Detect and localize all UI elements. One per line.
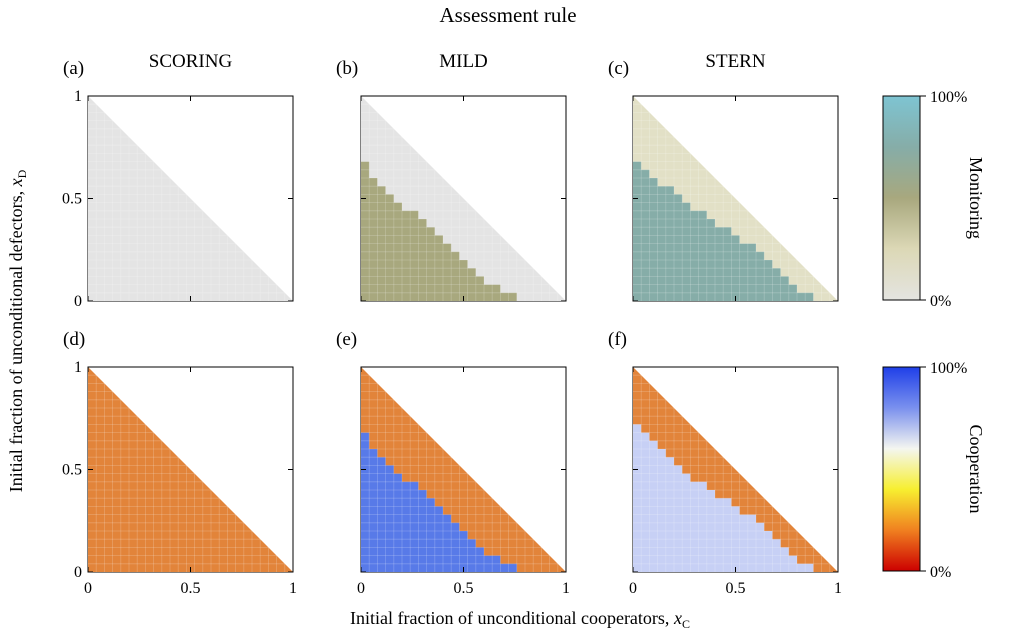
panel-1: (b) MILD xyxy=(336,51,567,302)
panel-label: (a) xyxy=(63,58,84,79)
panel-4: 0 0.5 1 (e) xyxy=(336,329,570,597)
colorbar-bottom-label: 0% xyxy=(930,293,951,310)
y-axis-label: Initial fraction of unconditional defect… xyxy=(6,169,29,492)
colorbar-top-label: 100% xyxy=(930,360,967,377)
y-tick-label: 0 xyxy=(74,564,82,581)
y-tick-label: 0.5 xyxy=(62,462,82,479)
region-outer xyxy=(88,96,293,301)
x-tick-label: 0.5 xyxy=(454,580,474,597)
region-inner xyxy=(361,432,566,572)
x-tick-label: 1 xyxy=(562,580,570,597)
colorbar-1: 100% 0% Cooperation xyxy=(882,360,986,581)
panel-label: (f) xyxy=(608,329,627,350)
colorbar-gradient xyxy=(882,366,921,572)
x-tick-label: 0 xyxy=(357,580,365,597)
panel-5: 0 0.5 1 (f) xyxy=(608,329,842,597)
y-tick-label: 1 xyxy=(74,88,82,105)
panel-label: (e) xyxy=(336,329,357,350)
colorbar-bottom-label: 0% xyxy=(930,564,951,581)
colorbar-title: Cooperation xyxy=(966,425,986,514)
x-tick-label: 0 xyxy=(84,580,92,597)
x-tick-label: 0 xyxy=(629,580,637,597)
colorbar-gradient xyxy=(882,95,921,301)
panel-label: (b) xyxy=(336,58,358,79)
panel-label: (d) xyxy=(63,329,85,350)
panel-0: 0 0.5 1 (a) SCORING xyxy=(62,51,294,310)
region-inner xyxy=(633,424,838,572)
y-tick-label: 1 xyxy=(74,359,82,376)
panels: 0 0.5 1 (a) SCORING (b) MILD (c) STERN 0 0.5 1 0 0.5 1… xyxy=(62,51,842,597)
colorbars: 100% 0% Monitoring 100% 0% Cooperation xyxy=(882,89,986,581)
y-tick-label: 0 xyxy=(74,293,82,310)
x-tick-label: 1 xyxy=(834,580,842,597)
region-inner xyxy=(633,161,838,301)
x-tick-label: 0.5 xyxy=(181,580,201,597)
colorbar-title: Monitoring xyxy=(966,157,986,239)
region-inner xyxy=(361,161,566,301)
x-tick-label: 0.5 xyxy=(726,580,746,597)
colorbar-top-label: 100% xyxy=(930,89,967,106)
figure-title: Assessment rule xyxy=(439,3,576,27)
panel-title: SCORING xyxy=(149,51,233,72)
panel-title: STERN xyxy=(705,51,765,72)
x-tick-label: 1 xyxy=(289,580,297,597)
colorbar-0: 100% 0% Monitoring xyxy=(882,89,986,310)
y-tick-label: 0.5 xyxy=(62,191,82,208)
region-outer xyxy=(88,367,293,572)
panel-title: MILD xyxy=(439,51,488,72)
panel-2: (c) STERN xyxy=(608,51,839,302)
x-axis-label: Initial fraction of unconditional cooper… xyxy=(350,608,690,631)
panel-label: (c) xyxy=(608,58,629,79)
panel-3: 0 0.5 1 0 0.5 1 (d) xyxy=(62,329,297,597)
